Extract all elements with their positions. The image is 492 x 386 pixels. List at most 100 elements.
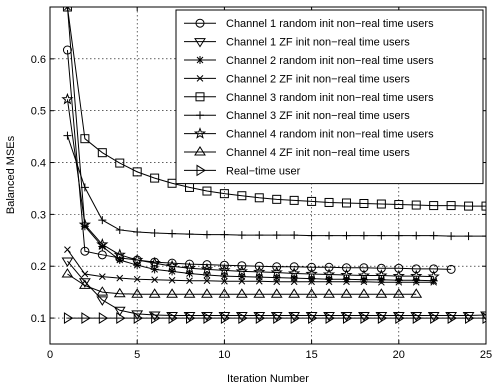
data-point bbox=[115, 158, 125, 168]
data-point bbox=[429, 231, 438, 240]
data-point bbox=[377, 312, 388, 324]
data-point bbox=[307, 274, 316, 283]
legend-label: Channel 3 ZF init non−real time users bbox=[226, 110, 410, 122]
data-point bbox=[131, 253, 144, 266]
data-point bbox=[81, 270, 89, 278]
legend-entry: Channel 4 random init non−real time user… bbox=[184, 127, 434, 141]
data-point bbox=[166, 288, 178, 298]
data-point bbox=[290, 312, 301, 324]
data-point bbox=[203, 277, 211, 285]
data-point bbox=[183, 288, 196, 298]
data-point bbox=[465, 312, 475, 324]
data-point bbox=[340, 268, 353, 281]
data-point bbox=[131, 288, 144, 298]
legend-marker bbox=[196, 164, 206, 177]
legend-label: Channel 1 random init non−real time user… bbox=[226, 18, 434, 30]
data-point bbox=[148, 256, 161, 269]
data-point bbox=[116, 312, 126, 324]
data-point bbox=[324, 197, 334, 207]
data-point bbox=[148, 288, 161, 298]
data-point bbox=[325, 278, 333, 286]
series-line bbox=[66, 99, 434, 278]
data-point bbox=[307, 196, 317, 206]
data-point bbox=[253, 288, 266, 298]
data-point bbox=[255, 277, 263, 285]
x-tick-label: 0 bbox=[47, 349, 53, 361]
series-line bbox=[66, 7, 486, 207]
data-point bbox=[238, 277, 246, 285]
series-line bbox=[67, 249, 434, 283]
data-point bbox=[132, 167, 142, 177]
y-tick-label: 0.5 bbox=[31, 106, 46, 118]
data-point bbox=[185, 230, 194, 239]
data-point bbox=[325, 275, 334, 284]
data-point bbox=[113, 248, 126, 261]
series-4 bbox=[64, 246, 438, 286]
data-point bbox=[446, 201, 456, 211]
data-point bbox=[325, 231, 334, 240]
data-point bbox=[151, 276, 158, 284]
data-point bbox=[307, 231, 316, 240]
series-9 bbox=[63, 312, 486, 324]
data-point bbox=[342, 275, 351, 284]
legend-box bbox=[175, 9, 484, 185]
data-point bbox=[235, 288, 248, 298]
data-point bbox=[61, 257, 74, 267]
data-point bbox=[150, 173, 160, 183]
data-point bbox=[78, 278, 91, 288]
data-point bbox=[220, 230, 229, 239]
data-point bbox=[186, 312, 196, 324]
series-7 bbox=[61, 92, 440, 282]
legend-entry: Channel 3 random init non−real time user… bbox=[184, 92, 434, 104]
data-point bbox=[150, 265, 159, 274]
data-point bbox=[359, 275, 368, 284]
data-point bbox=[464, 232, 473, 241]
data-point bbox=[61, 268, 74, 278]
data-point bbox=[342, 312, 353, 324]
data-point bbox=[358, 288, 370, 298]
legend-marker bbox=[196, 75, 204, 82]
data-point bbox=[394, 276, 403, 285]
data-point bbox=[288, 288, 301, 298]
data-point bbox=[289, 262, 299, 272]
data-point bbox=[342, 231, 351, 240]
series-3 bbox=[63, 7, 438, 285]
data-point bbox=[481, 201, 486, 211]
legend-entry: Channel 1 ZF init non−real time users bbox=[184, 37, 410, 49]
data-point bbox=[357, 269, 371, 281]
data-point bbox=[62, 7, 72, 12]
data-point bbox=[395, 312, 405, 324]
data-point bbox=[80, 183, 89, 192]
data-point bbox=[447, 312, 458, 324]
data-point bbox=[115, 256, 124, 265]
data-point bbox=[96, 238, 109, 250]
data-point bbox=[202, 271, 211, 280]
data-point bbox=[410, 269, 423, 282]
data-point bbox=[375, 288, 388, 298]
data-point bbox=[98, 312, 109, 324]
data-point bbox=[359, 198, 369, 208]
data-point bbox=[375, 269, 388, 281]
data-point bbox=[80, 134, 90, 144]
data-point bbox=[203, 312, 213, 324]
data-point bbox=[341, 263, 351, 273]
plot-frame bbox=[49, 6, 487, 345]
data-point bbox=[411, 200, 421, 210]
data-point bbox=[133, 261, 142, 270]
data-point bbox=[96, 286, 109, 296]
series-8 bbox=[61, 268, 423, 298]
series-line bbox=[67, 273, 417, 295]
data-point bbox=[78, 279, 91, 289]
data-point bbox=[218, 288, 231, 298]
data-point bbox=[237, 272, 246, 281]
legend-label: Channel 1 ZF init non−real time users bbox=[226, 37, 410, 49]
data-point bbox=[167, 258, 177, 268]
data-point bbox=[411, 264, 421, 274]
data-point bbox=[61, 92, 74, 105]
data-point bbox=[97, 250, 107, 260]
data-point bbox=[98, 273, 106, 280]
data-point bbox=[150, 229, 159, 238]
data-point bbox=[290, 278, 298, 286]
data-point bbox=[305, 288, 318, 298]
